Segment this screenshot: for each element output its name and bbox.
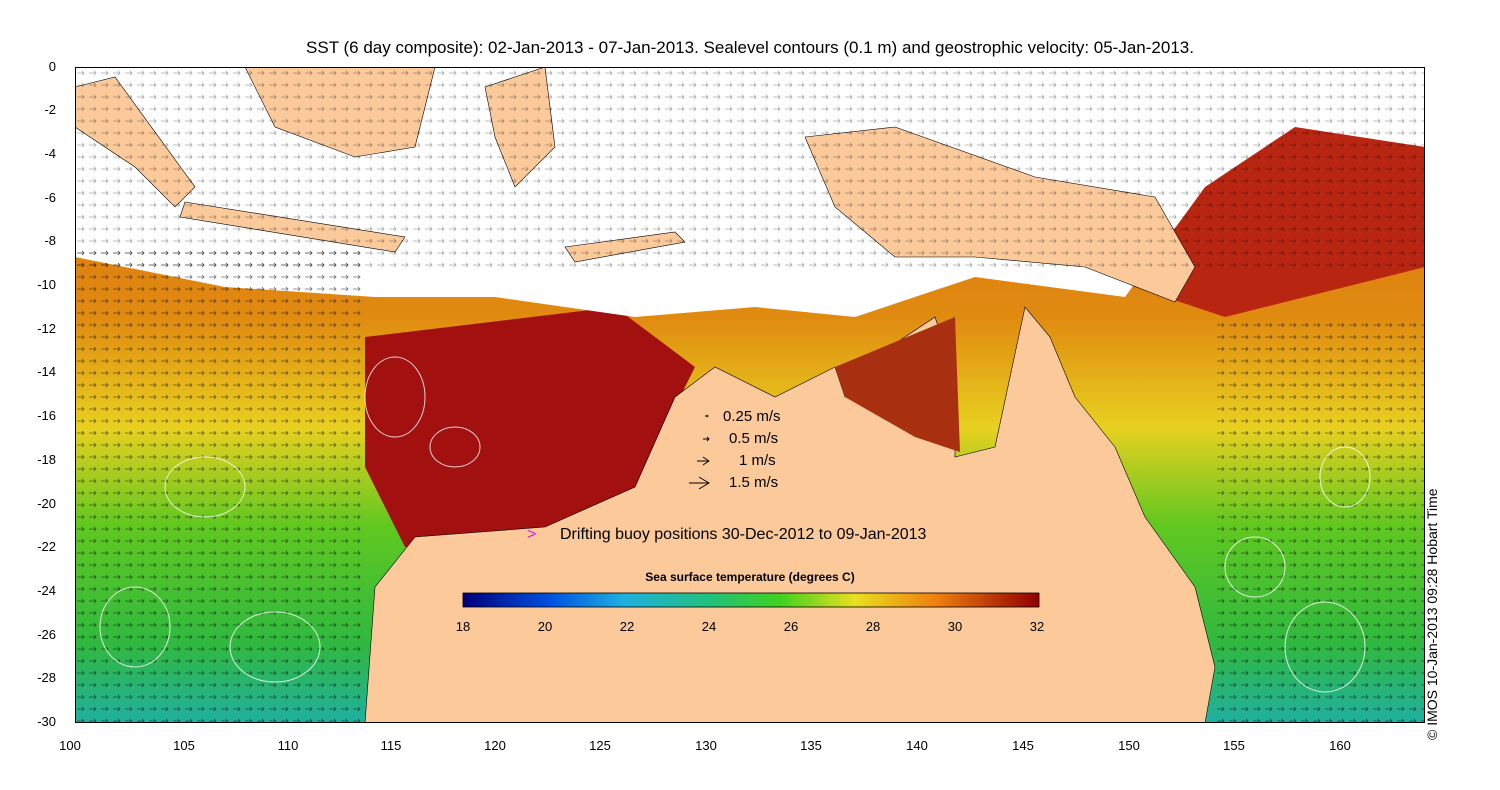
velocity-legend-arrows xyxy=(689,414,710,490)
y-tick-label: -14 xyxy=(37,364,56,379)
y-tick-label: -6 xyxy=(44,190,56,205)
x-tick-label: 115 xyxy=(380,738,402,753)
velocity-legend-label: 1 m/s xyxy=(739,452,776,469)
hot-pool xyxy=(365,307,695,547)
y-tick-label: -10 xyxy=(37,277,56,292)
colorbar-label: 24 xyxy=(701,619,717,634)
velocity-legend-label: 0.5 m/s xyxy=(729,430,779,447)
x-tick-label: 105 xyxy=(173,738,195,753)
y-tick-label: -20 xyxy=(37,496,56,511)
x-tick-label: 145 xyxy=(1012,738,1034,753)
colorbar-label: 22 xyxy=(619,619,635,634)
y-tick-label: -8 xyxy=(44,233,56,248)
colorbar-label: 32 xyxy=(1029,619,1045,634)
colorbar-label: 18 xyxy=(455,619,471,634)
y-tick-label: -22 xyxy=(37,539,56,554)
y-tick-label: -28 xyxy=(37,670,56,685)
velocity-field-east xyxy=(1215,317,1425,723)
buoy-legend-text: Drifting buoy positions 30-Dec-2012 to 0… xyxy=(560,526,927,543)
x-tick-label: 160 xyxy=(1329,738,1351,753)
y-tick-label: -4 xyxy=(44,146,56,161)
velocity-legend-label: 0.25 m/s xyxy=(723,408,781,425)
x-tick-label: 135 xyxy=(800,738,822,753)
x-tick-label: 100 xyxy=(59,738,81,753)
gulf-carpentaria xyxy=(835,317,960,452)
velocity-arrow-0.5 xyxy=(703,436,710,442)
velocity-arrow-1 xyxy=(697,456,710,466)
x-tick-label: 155 xyxy=(1223,738,1245,753)
y-tick-label: 0 xyxy=(48,59,56,74)
sealevel-contours xyxy=(99,356,1371,693)
map-title: SST (6 day composite): 02-Jan-2013 - 07-… xyxy=(306,38,1194,57)
colorbar-label: 28 xyxy=(865,619,881,634)
y-tick-label: -26 xyxy=(37,627,56,642)
x-tick-label: 140 xyxy=(906,738,928,753)
y-tick-label: -24 xyxy=(37,583,56,598)
velocity-field-west xyxy=(75,247,365,723)
y-tick-label: -30 xyxy=(37,714,56,729)
x-tick-label: 110 xyxy=(277,738,299,753)
sst-map xyxy=(75,67,1425,723)
colorbar-title: Sea surface temperature (degrees C) xyxy=(645,570,855,584)
colorbar-label: 20 xyxy=(537,619,553,634)
x-tick-label: 150 xyxy=(1118,738,1140,753)
velocity-arrow-0.25 xyxy=(705,414,709,418)
y-tick-label: -18 xyxy=(37,452,56,467)
x-tick-label: 130 xyxy=(695,738,717,753)
x-tick-label: 120 xyxy=(484,738,506,753)
y-tick-label: -12 xyxy=(37,321,56,336)
x-tick-label: 125 xyxy=(589,738,611,753)
colorbar-label: 26 xyxy=(783,619,799,634)
velocity-field-north xyxy=(75,67,1425,267)
timestamp-stamp: © IMOS 10-Jan-2013 09:28 Hobart Time xyxy=(1424,488,1440,740)
colorbar-label: 30 xyxy=(947,619,963,634)
velocity-arrow-1.5 xyxy=(689,476,710,490)
velocity-legend-label: 1.5 m/s xyxy=(729,474,779,491)
y-tick-label: -16 xyxy=(37,408,56,423)
plot-frame xyxy=(75,67,1425,723)
y-tick-label: -2 xyxy=(44,102,56,117)
colorbar xyxy=(462,592,1040,608)
buoy-marker-icon: > xyxy=(527,526,537,543)
